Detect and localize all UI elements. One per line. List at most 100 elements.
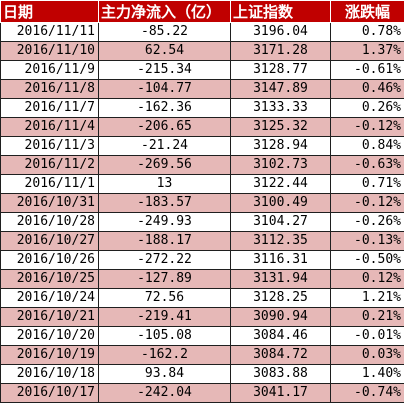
cell-change-pct: -0.13% — [330, 231, 404, 251]
cell-change-pct: 0.26% — [330, 98, 404, 118]
table-row: 2016/10/21 -219.41 3090.94 0.21% — [0, 307, 404, 327]
cell-main-net-inflow: -188.17 — [98, 231, 231, 251]
cell-shanghai-index: 3041.17 — [230, 383, 331, 403]
cell-shanghai-index: 3128.94 — [230, 136, 331, 156]
cell-date: 2016/11/8 — [0, 79, 99, 99]
table-row: 2016/11/1 13 3122.44 0.71% — [0, 174, 404, 194]
table-body: 2016/11/11 -85.22 3196.04 0.78% 2016/11/10 62… — [0, 22, 404, 403]
cell-main-net-inflow: -183.57 — [98, 193, 231, 213]
cell-change-pct: 1.40% — [330, 364, 404, 384]
cell-shanghai-index: 3112.35 — [230, 231, 331, 251]
header-row: 日期 主力净流入（亿） 上证指数 涨跌幅 — [0, 0, 404, 23]
cell-main-net-inflow: -242.04 — [98, 383, 231, 403]
cell-shanghai-index: 3083.88 — [230, 364, 331, 384]
table-row: 2016/10/28 -249.93 3104.27 -0.26% — [0, 212, 404, 232]
cell-change-pct: 0.12% — [330, 269, 404, 289]
cell-date: 2016/10/27 — [0, 231, 99, 251]
cell-date: 2016/11/4 — [0, 117, 99, 137]
cell-date: 2016/11/1 — [0, 174, 99, 194]
cell-date: 2016/10/19 — [0, 345, 99, 365]
cell-shanghai-index: 3171.28 — [230, 41, 331, 61]
header-main-net-inflow: 主力净流入（亿） — [98, 0, 231, 23]
cell-main-net-inflow: 13 — [98, 174, 231, 194]
table-row: 2016/11/2 -269.56 3102.73 -0.63% — [0, 155, 404, 175]
cell-main-net-inflow: 93.84 — [98, 364, 231, 384]
table-row: 2016/11/4 -206.65 3125.32 -0.12% — [0, 117, 404, 137]
cell-main-net-inflow: -105.08 — [98, 326, 231, 346]
table-header: 日期 主力净流入（亿） 上证指数 涨跌幅 — [0, 0, 404, 23]
table-row: 2016/11/7 -162.36 3133.33 0.26% — [0, 98, 404, 118]
cell-main-net-inflow: -104.77 — [98, 79, 231, 99]
cell-main-net-inflow: -162.2 — [98, 345, 231, 365]
cell-change-pct: -0.61% — [330, 60, 404, 80]
cell-change-pct: 1.37% — [330, 41, 404, 61]
cell-change-pct: -0.12% — [330, 117, 404, 137]
cell-main-net-inflow: -219.41 — [98, 307, 231, 327]
cell-date: 2016/10/25 — [0, 269, 99, 289]
cell-shanghai-index: 3084.72 — [230, 345, 331, 365]
cell-shanghai-index: 3102.73 — [230, 155, 331, 175]
cell-change-pct: -0.12% — [330, 193, 404, 213]
table-row: 2016/10/20 -105.08 3084.46 -0.01% — [0, 326, 404, 346]
cell-change-pct: 0.21% — [330, 307, 404, 327]
cell-date: 2016/11/7 — [0, 98, 99, 118]
table-row: 2016/10/24 72.56 3128.25 1.21% — [0, 288, 404, 308]
cell-main-net-inflow: 62.54 — [98, 41, 231, 61]
cell-main-net-inflow: -127.89 — [98, 269, 231, 289]
table-row: 2016/10/25 -127.89 3131.94 0.12% — [0, 269, 404, 289]
table-row: 2016/10/18 93.84 3083.88 1.40% — [0, 364, 404, 384]
cell-shanghai-index: 3122.44 — [230, 174, 331, 194]
cell-change-pct: 0.84% — [330, 136, 404, 156]
cell-shanghai-index: 3100.49 — [230, 193, 331, 213]
cell-date: 2016/10/24 — [0, 288, 99, 308]
cell-main-net-inflow: -206.65 — [98, 117, 231, 137]
cell-date: 2016/10/21 — [0, 307, 99, 327]
cell-date: 2016/10/18 — [0, 364, 99, 384]
cell-main-net-inflow: -249.93 — [98, 212, 231, 232]
cell-shanghai-index: 3116.31 — [230, 250, 331, 270]
cell-main-net-inflow: -272.22 — [98, 250, 231, 270]
cell-shanghai-index: 3090.94 — [230, 307, 331, 327]
cell-change-pct: 0.03% — [330, 345, 404, 365]
cell-change-pct: -0.26% — [330, 212, 404, 232]
cell-shanghai-index: 3147.89 — [230, 79, 331, 99]
cell-date: 2016/10/31 — [0, 193, 99, 213]
cell-shanghai-index: 3196.04 — [230, 22, 331, 42]
cell-date: 2016/10/28 — [0, 212, 99, 232]
cell-change-pct: -0.01% — [330, 326, 404, 346]
cell-main-net-inflow: -21.24 — [98, 136, 231, 156]
cell-shanghai-index: 3128.77 — [230, 60, 331, 80]
cell-date: 2016/11/3 — [0, 136, 99, 156]
table-row: 2016/11/10 62.54 3171.28 1.37% — [0, 41, 404, 61]
cell-shanghai-index: 3128.25 — [230, 288, 331, 308]
cell-shanghai-index: 3084.46 — [230, 326, 331, 346]
table-row: 2016/11/11 -85.22 3196.04 0.78% — [0, 22, 404, 42]
cell-shanghai-index: 3125.32 — [230, 117, 331, 137]
cell-shanghai-index: 3133.33 — [230, 98, 331, 118]
cell-date: 2016/11/9 — [0, 60, 99, 80]
cell-change-pct: -0.74% — [330, 383, 404, 403]
table-row: 2016/10/26 -272.22 3116.31 -0.50% — [0, 250, 404, 270]
cell-main-net-inflow: -215.34 — [98, 60, 231, 80]
table-row: 2016/10/19 -162.2 3084.72 0.03% — [0, 345, 404, 365]
table-row: 2016/11/3 -21.24 3128.94 0.84% — [0, 136, 404, 156]
cell-main-net-inflow: 72.56 — [98, 288, 231, 308]
header-change-pct: 涨跌幅 — [330, 0, 404, 23]
cell-change-pct: -0.63% — [330, 155, 404, 175]
cell-change-pct: 0.71% — [330, 174, 404, 194]
cell-change-pct: -0.50% — [330, 250, 404, 270]
cell-change-pct: 0.78% — [330, 22, 404, 42]
cell-date: 2016/10/20 — [0, 326, 99, 346]
cell-date: 2016/11/11 — [0, 22, 99, 42]
table-row: 2016/10/17 -242.04 3041.17 -0.74% — [0, 383, 404, 403]
cell-shanghai-index: 3104.27 — [230, 212, 331, 232]
table-row: 2016/11/8 -104.77 3147.89 0.46% — [0, 79, 404, 99]
header-date: 日期 — [0, 0, 99, 23]
cell-change-pct: 1.21% — [330, 288, 404, 308]
cell-date: 2016/11/2 — [0, 155, 99, 175]
cell-date: 2016/10/17 — [0, 383, 99, 403]
table-row: 2016/10/31 -183.57 3100.49 -0.12% — [0, 193, 404, 213]
cell-main-net-inflow: -162.36 — [98, 98, 231, 118]
cell-main-net-inflow: -85.22 — [98, 22, 231, 42]
